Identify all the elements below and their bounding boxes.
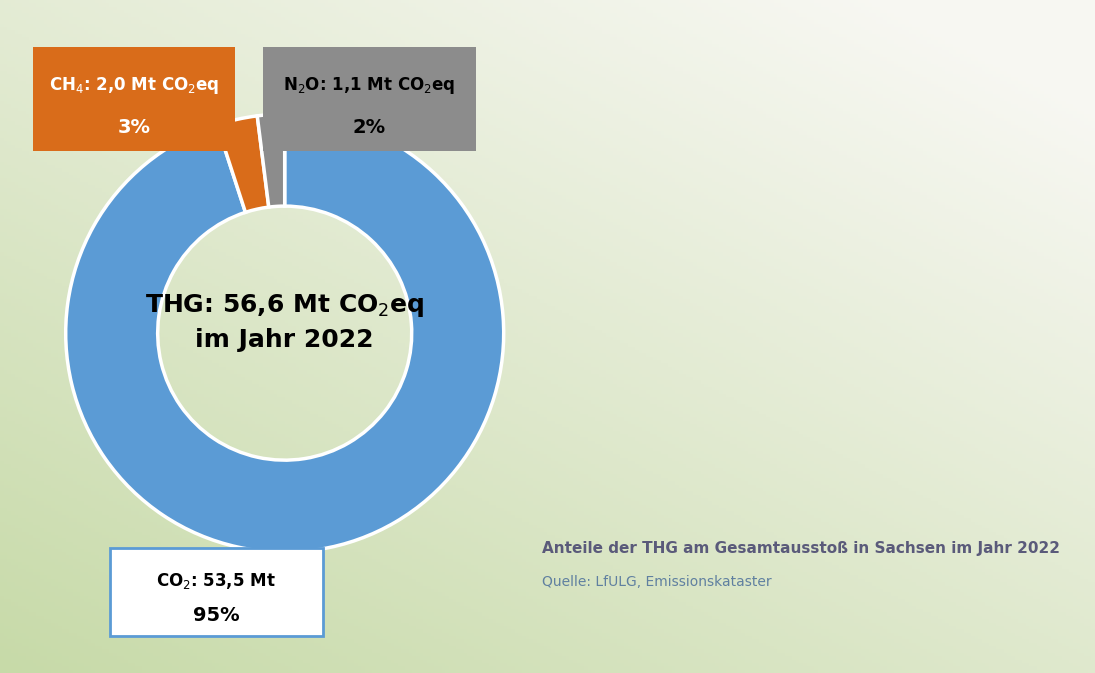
Text: CH$_4$: 2,0 Mt CO$_2$eq: CH$_4$: 2,0 Mt CO$_2$eq [49, 75, 219, 96]
Wedge shape [257, 114, 285, 207]
Text: 95%: 95% [193, 606, 240, 625]
Wedge shape [217, 116, 268, 213]
FancyBboxPatch shape [33, 47, 235, 151]
Text: THG: 56,6 Mt CO$_2$eq
im Jahr 2022: THG: 56,6 Mt CO$_2$eq im Jahr 2022 [145, 292, 425, 353]
FancyBboxPatch shape [263, 47, 476, 151]
Text: 2%: 2% [353, 118, 387, 137]
Wedge shape [66, 114, 504, 552]
Text: CO$_2$: 53,5 Mt: CO$_2$: 53,5 Mt [157, 571, 276, 591]
FancyBboxPatch shape [110, 548, 323, 636]
Text: Quelle: LfULG, Emissionskataster: Quelle: LfULG, Emissionskataster [542, 575, 772, 589]
Text: Anteile der THG am Gesamtausstoß in Sachsen im Jahr 2022: Anteile der THG am Gesamtausstoß in Sach… [542, 541, 1060, 556]
Text: 3%: 3% [117, 118, 151, 137]
Text: N$_2$O: 1,1 Mt CO$_2$eq: N$_2$O: 1,1 Mt CO$_2$eq [284, 75, 456, 96]
